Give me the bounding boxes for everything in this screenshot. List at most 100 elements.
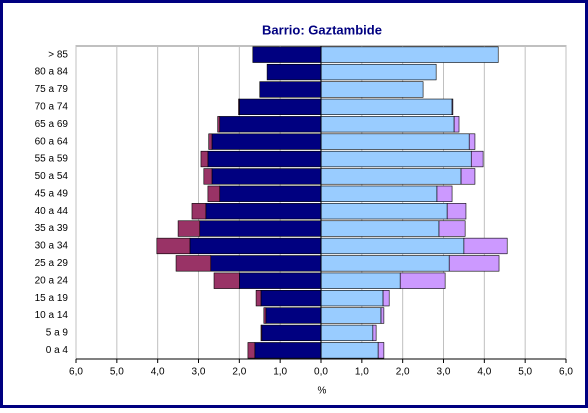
- bar: [453, 116, 460, 133]
- bar: [372, 324, 377, 342]
- bar: [205, 203, 322, 220]
- bar: [446, 203, 467, 220]
- bar: [254, 342, 322, 359]
- y-tick-label: 75 a 79: [35, 84, 69, 95]
- bar: [377, 342, 385, 359]
- y-tick-label: 20 a 24: [35, 275, 69, 286]
- bar: [238, 98, 240, 115]
- bar: [380, 307, 385, 324]
- bar: [207, 150, 322, 168]
- bar: [207, 185, 221, 202]
- y-tick-label: 40 a 44: [35, 206, 69, 217]
- bar: [460, 168, 476, 185]
- bar: [247, 342, 256, 359]
- bar: [156, 237, 191, 255]
- y-tick-label: 15 a 19: [35, 293, 69, 304]
- x-tick-label: 5,0: [518, 367, 532, 378]
- bar: [261, 324, 322, 342]
- bar: [320, 168, 462, 185]
- y-tick-label: 5 a 9: [46, 328, 69, 339]
- bar: [211, 133, 322, 150]
- bar: [189, 237, 322, 255]
- bar: [208, 133, 213, 150]
- bar: [191, 203, 207, 220]
- bar: [255, 290, 262, 307]
- x-tick-label: 4,0: [151, 367, 165, 378]
- bar: [320, 290, 384, 307]
- y-tick-label: 35 a 39: [35, 223, 69, 234]
- bar: [219, 116, 322, 133]
- x-tick-label: 0,0: [314, 367, 328, 378]
- bar: [210, 255, 322, 272]
- bar: [470, 150, 484, 168]
- bar: [320, 46, 499, 63]
- bar: [265, 307, 322, 324]
- bar: [175, 255, 212, 272]
- bar: [200, 150, 209, 168]
- bar: [320, 307, 382, 324]
- x-tick-label: 2,0: [232, 367, 246, 378]
- bar: [320, 203, 448, 220]
- bar: [199, 220, 322, 237]
- x-tick-label: 3,0: [437, 367, 451, 378]
- y-tick-label: 10 a 14: [35, 310, 69, 321]
- x-tick-label: 1,0: [355, 367, 369, 378]
- bar: [448, 255, 500, 272]
- bar: [239, 272, 322, 289]
- bar: [399, 272, 446, 289]
- y-tick-label: 70 a 74: [35, 102, 69, 113]
- bar: [320, 185, 438, 202]
- bar: [320, 98, 453, 115]
- bar: [252, 46, 322, 63]
- bar: [320, 342, 379, 359]
- y-tick-label: 55 a 59: [35, 154, 69, 165]
- bar: [320, 255, 450, 272]
- x-axis-label: %: [318, 386, 327, 397]
- bar: [320, 220, 440, 237]
- y-tick-label: 30 a 34: [35, 241, 69, 252]
- bar: [468, 133, 476, 150]
- x-tick-label: 3,0: [192, 367, 206, 378]
- x-tick-label: 6,0: [69, 367, 83, 378]
- bar: [219, 185, 322, 202]
- y-tick-label: 50 a 54: [35, 171, 69, 182]
- bar: [320, 81, 424, 98]
- x-tick-label: 4,0: [477, 367, 491, 378]
- y-tick-label: 80 a 84: [35, 67, 69, 78]
- bar: [320, 237, 465, 255]
- y-tick-label: 45 a 49: [35, 188, 69, 199]
- y-tick-label: 25 a 29: [35, 258, 69, 269]
- bar: [451, 98, 454, 115]
- bar: [259, 81, 322, 98]
- bar: [263, 307, 267, 324]
- bar: [239, 98, 322, 115]
- bar: [320, 324, 374, 342]
- bar: [320, 116, 455, 133]
- bar: [213, 272, 240, 289]
- bar: [320, 63, 437, 81]
- x-tick-label: 1,0: [273, 367, 287, 378]
- bar: [266, 63, 322, 81]
- bar: [320, 133, 470, 150]
- y-tick-label: 65 a 69: [35, 119, 69, 130]
- x-tick-label: 5,0: [110, 367, 124, 378]
- bar: [382, 290, 390, 307]
- x-tick-label: 2,0: [396, 367, 410, 378]
- bar: [260, 324, 263, 342]
- bar: [203, 168, 213, 185]
- bar: [217, 116, 221, 133]
- bar: [211, 168, 322, 185]
- bar: [320, 272, 401, 289]
- bar: [260, 290, 322, 307]
- y-tick-label: 0 a 4: [46, 345, 69, 356]
- bar: [463, 237, 508, 255]
- bar: [436, 185, 453, 202]
- chart-title: Barrio: Gaztambide: [262, 22, 382, 37]
- x-tick-label: 6,0: [559, 367, 573, 378]
- y-tick-label: 60 a 64: [35, 136, 69, 147]
- y-tick-label: > 85: [48, 49, 68, 60]
- bar: [177, 220, 201, 237]
- bar: [320, 150, 472, 168]
- bar: [438, 220, 466, 237]
